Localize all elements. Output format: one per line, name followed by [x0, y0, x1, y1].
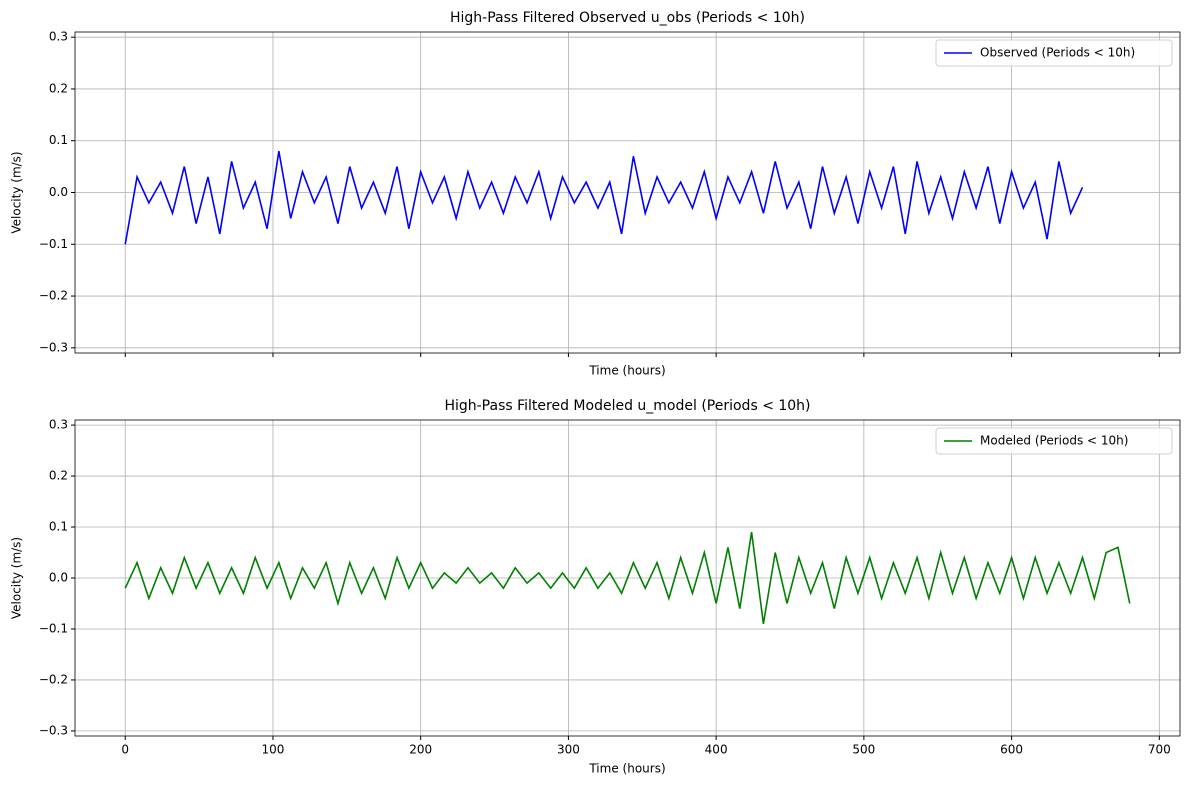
y-tick-label: −0.2 — [39, 289, 68, 303]
subplot: −0.3 −0.2 −0.1 0.0 0.1 0.2 0.3 0 100 200 300 400 500… — [10, 398, 1181, 776]
y-tick-label: −0.1 — [39, 237, 68, 251]
y-axis-label: Velocity (m/s) — [10, 151, 24, 233]
x-tick-label: 300 — [557, 743, 580, 757]
x-axis-label: Time (hours) — [588, 762, 665, 776]
y-tick-label: −0.2 — [39, 672, 68, 686]
x-tick-label: 600 — [1000, 743, 1023, 757]
y-tick-label: 0.3 — [49, 30, 68, 44]
chart-title: High-Pass Filtered Modeled u_model (Peri… — [444, 398, 810, 414]
legend-box — [935, 39, 1173, 67]
axes-frame — [74, 31, 1181, 354]
legend-label: Modeled (Periods < 10h) — [980, 434, 1128, 448]
data-line — [124, 150, 1084, 245]
legend: Modeled (Periods < 10h) — [935, 427, 1173, 455]
x-tick-label: 700 — [1148, 743, 1171, 757]
y-tick-label: −0.3 — [39, 723, 68, 737]
y-tick-label: 0.1 — [49, 520, 68, 534]
data-line — [124, 532, 1131, 625]
y-tick-label: 0.3 — [49, 418, 68, 432]
x-tick-label: 500 — [852, 743, 875, 757]
y-tick-label: 0.0 — [49, 571, 68, 585]
y-tick-label: −0.3 — [39, 340, 68, 354]
y-tick-label: 0.2 — [49, 81, 68, 95]
axes-frame — [74, 419, 1181, 737]
y-tick-label: −0.1 — [39, 621, 68, 635]
legend-box — [935, 427, 1173, 455]
x-tick-label: 400 — [705, 743, 728, 757]
x-axis-label: Time (hours) — [588, 364, 665, 378]
x-tick-label: 200 — [409, 743, 432, 757]
y-tick-label: 0.1 — [49, 133, 68, 147]
chart-title: High-Pass Filtered Observed u_obs (Perio… — [450, 10, 805, 26]
legend-label: Observed (Periods < 10h) — [980, 46, 1135, 60]
legend: Observed (Periods < 10h) — [935, 39, 1173, 67]
y-tick-label: 0.0 — [49, 185, 68, 199]
x-tick-label: 100 — [262, 743, 285, 757]
subplot: −0.3 −0.2 −0.1 0.0 0.1 0.2 0.3 High-Pass Filter… — [10, 10, 1181, 378]
y-tick-label: 0.2 — [49, 469, 68, 483]
y-axis-label: Velocity (m/s) — [10, 537, 24, 619]
x-tick-label: 0 — [121, 743, 129, 757]
